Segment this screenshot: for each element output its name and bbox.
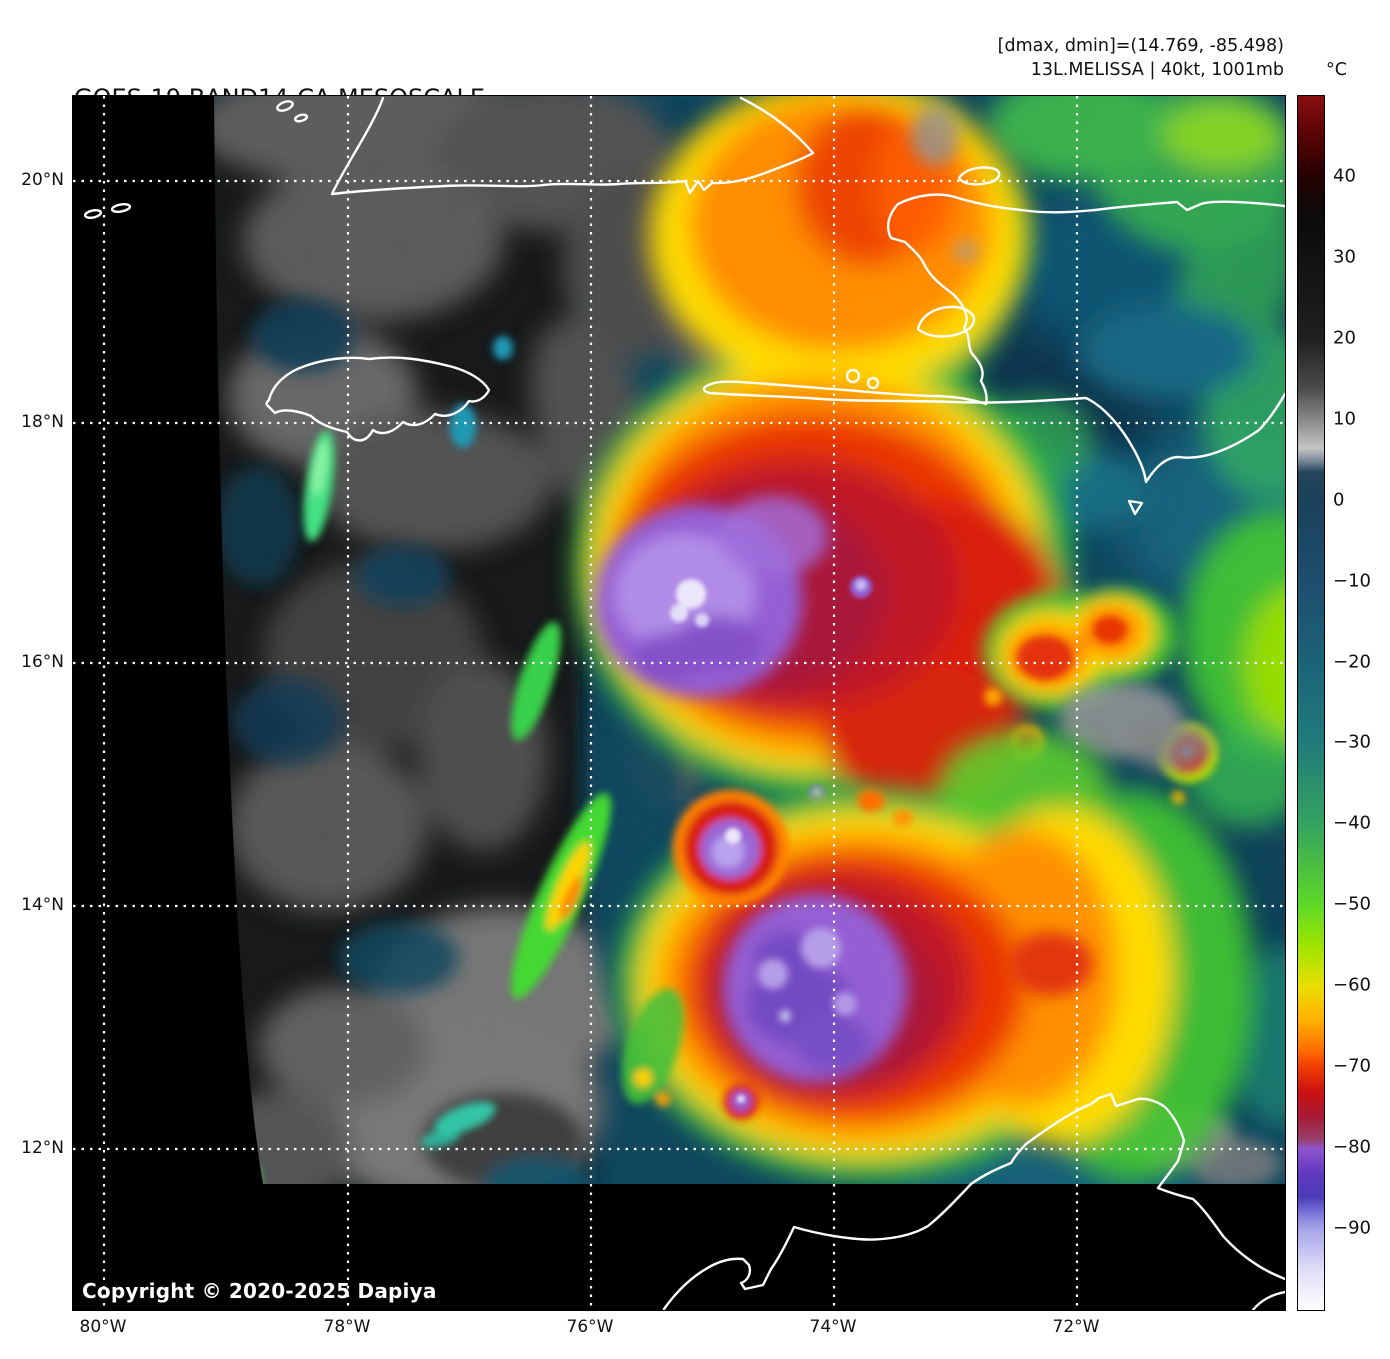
lon-tick-label: 78°W	[323, 1317, 371, 1337]
lon-tick-label: 74°W	[809, 1317, 857, 1337]
colorbar-tick-label: 20	[1333, 327, 1356, 349]
jamaica-coastline	[265, 356, 491, 442]
isla-beata-icon	[1127, 499, 1144, 516]
cuba-coastline	[330, 96, 815, 196]
cuban-cays-icon	[276, 100, 294, 112]
venezuela-coast-corner	[1251, 1290, 1285, 1310]
colorbar-tick-label: −70	[1333, 1055, 1371, 1077]
colorbar-tick-label: 40	[1333, 165, 1356, 187]
lon-tick-label: 76°W	[566, 1317, 614, 1337]
lat-tick-label: 12°N	[21, 1138, 64, 1158]
cayemites-icon	[845, 368, 861, 384]
colorbar-tick-label: −90	[1333, 1217, 1371, 1239]
satellite-image	[73, 96, 1285, 1310]
lon-tick-label: 80°W	[79, 1317, 127, 1337]
storm-status-label: 13L.MELISSA | 40kt, 1001mb	[1030, 60, 1284, 80]
south-america-coastline	[662, 1092, 1285, 1310]
map-plot: Copyright © 2020-2025 Dapiya	[72, 95, 1286, 1311]
copyright-text: Copyright © 2020-2025 Dapiya	[82, 1279, 437, 1303]
colorbar-tick-label: 0	[1333, 489, 1345, 511]
gonave-island-icon	[916, 305, 976, 338]
colorbar	[1297, 95, 1325, 1311]
coastlines-layer	[83, 96, 1285, 1310]
cuban-cays-icon	[293, 113, 309, 123]
colorbar-tick-label: −30	[1333, 731, 1371, 753]
cayman-islands-icon	[110, 203, 132, 213]
tortuga-island-icon	[957, 166, 1001, 186]
dmax-dmin-label: [dmax, dmin]=(14.769, -85.498)	[997, 36, 1284, 56]
storm-info-block: [dmax, dmin]=(14.769, -85.498) 13L.MELIS…	[998, 34, 1284, 82]
colorbar-tick-label: −50	[1333, 893, 1371, 915]
lat-tick-label: 14°N	[21, 895, 64, 915]
gridlines-layer	[73, 96, 1285, 1310]
colorbar-tick-label: 10	[1333, 408, 1356, 430]
colorbar-unit-label: °C	[1326, 60, 1347, 80]
hispaniola-north-coastline	[896, 193, 1285, 214]
colorbar-tick-label: −40	[1333, 812, 1371, 834]
lat-tick-label: 20°N	[21, 170, 64, 190]
lat-tick-label: 18°N	[21, 412, 64, 432]
ile-a-vache-icon	[866, 376, 880, 390]
colorbar-tick-label: −10	[1333, 570, 1371, 592]
colorbar-tick-label: 30	[1333, 246, 1356, 268]
hispaniola-south-coastline	[702, 202, 1285, 484]
colorbar-tick-label: −20	[1333, 651, 1371, 673]
cayman-islands-icon	[83, 208, 103, 220]
ir-imagery-layer	[214, 96, 1285, 1184]
lon-tick-label: 72°W	[1052, 1317, 1100, 1337]
lat-tick-label: 16°N	[21, 652, 64, 672]
colorbar-tick-label: −80	[1333, 1136, 1371, 1158]
colorbar-tick-label: −60	[1333, 974, 1371, 996]
